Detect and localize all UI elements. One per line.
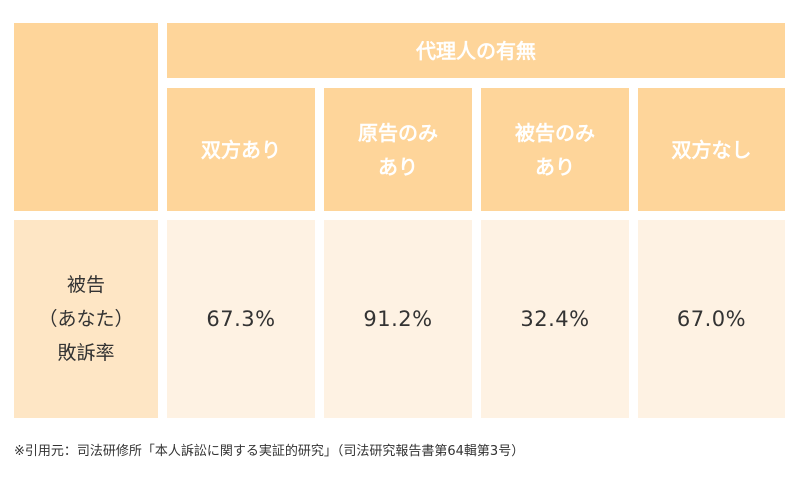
- value-cell-neither: 67.0%: [638, 220, 785, 418]
- column-header-label: 被告のみ: [515, 120, 595, 145]
- column-header-plaintiff-only: 原告のみ あり: [324, 88, 472, 211]
- value-cell-both: 67.3%: [167, 220, 315, 418]
- value-text: 67.0%: [676, 307, 747, 331]
- value-cell-plaintiff-only: 91.2%: [324, 220, 472, 418]
- value-cell-defendant-only: 32.4%: [481, 220, 629, 418]
- group-header: 代理人の有無: [167, 23, 785, 78]
- value-text: 91.2%: [363, 307, 433, 331]
- column-header-label-line2: あり: [535, 154, 575, 179]
- group-header-label: 代理人の有無: [416, 38, 536, 63]
- column-header-defendant-only: 被告のみ あり: [481, 88, 629, 211]
- value-text: 67.3%: [206, 307, 276, 331]
- source-footnote: ※引用元：司法研修所「本人訴訟に関する実証的研究」（司法研究報告書第64輯第3号…: [14, 444, 525, 459]
- column-header-neither: 双方なし: [638, 88, 785, 211]
- column-header-label: 双方なし: [671, 137, 752, 162]
- corner-cell: [14, 23, 158, 211]
- row-header-line: 敗訴率: [57, 342, 115, 364]
- column-header-label-line2: あり: [378, 154, 418, 179]
- row-header-defendant-loss-rate: 被告 （あなた） 敗訴率: [14, 220, 158, 418]
- row-header-line: （あなた）: [38, 308, 134, 330]
- column-header-label: 双方あり: [201, 137, 281, 162]
- column-header-both: 双方あり: [167, 88, 315, 211]
- column-header-label: 原告のみ: [358, 120, 438, 145]
- value-text: 32.4%: [520, 307, 590, 331]
- row-header-line: 被告: [66, 274, 105, 296]
